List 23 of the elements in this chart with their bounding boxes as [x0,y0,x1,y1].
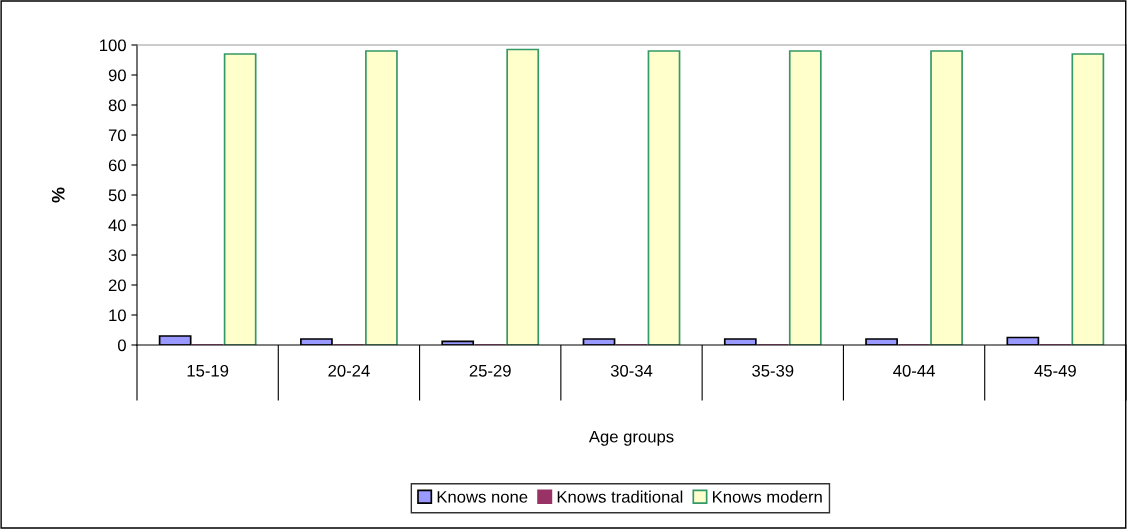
y-tick-label: 60 [108,159,126,172]
x-tick-label: 25-29 [469,364,511,377]
y-tick-label: 0 [117,339,126,352]
x-tick-label: 45-49 [1034,364,1076,377]
y-tick-label: 50 [108,189,126,202]
y-tick-label: 100 [100,39,126,52]
y-tick-label: 10 [109,309,126,322]
y-tick-label: 80 [108,99,126,112]
y-tick-label: 30 [108,249,126,262]
y-tick-label: 90 [108,69,126,82]
legend-label: Knows none [437,491,528,503]
x-tick-label: 40-44 [893,364,935,377]
y-tick-label: 70 [108,129,126,142]
x-tick-label: 35-39 [752,364,794,377]
x-axis-title: Age groups [588,430,674,446]
x-tick-label: 30-34 [610,364,653,377]
x-tick-label: 20-24 [328,364,370,377]
legend-label: Knows modern [713,490,822,503]
y-tick-label: 20 [108,279,126,292]
legend-label: Knows traditional [557,490,683,503]
x-tick-label: 15-19 [187,364,229,377]
y-tick-label: 40 [108,219,126,232]
y-axis-title: % [51,187,65,203]
